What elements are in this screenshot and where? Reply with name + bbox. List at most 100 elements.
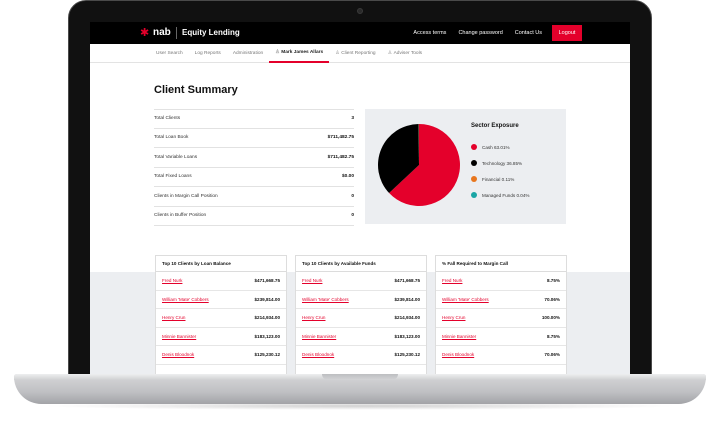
client-link[interactable]: Fred Nurk bbox=[302, 278, 323, 284]
client-link[interactable]: William 'Mate' Cobbers bbox=[302, 296, 349, 302]
client-link[interactable]: Denis Bloodnok bbox=[302, 352, 335, 358]
client-value: $183,123.00 bbox=[394, 333, 420, 339]
client-value: 70.06% bbox=[544, 352, 560, 358]
sector-pie-chart bbox=[378, 124, 460, 206]
product-name: Equity Lending bbox=[182, 28, 240, 37]
nav-label: Administration bbox=[232, 51, 264, 56]
list-item: Minnie Bannister $183,123.00 bbox=[156, 328, 286, 346]
brand-logo[interactable]: nab bbox=[153, 27, 171, 38]
client-value: $214,934.00 bbox=[254, 315, 280, 321]
change-password-link[interactable]: Change password bbox=[458, 30, 503, 36]
pie-slice-0 bbox=[389, 124, 460, 206]
laptop-notch bbox=[322, 374, 398, 380]
client-link[interactable]: Minnie Bannister bbox=[162, 333, 197, 339]
summary-label: Total Loan Book bbox=[154, 135, 189, 141]
card-title: % Fall Required to Margin Call bbox=[436, 256, 566, 272]
nav-user-search[interactable]: User Search bbox=[150, 44, 189, 63]
summary-value: $711,482.75 bbox=[327, 154, 354, 160]
client-link[interactable]: Henry Crun bbox=[442, 315, 466, 321]
legend-dot bbox=[471, 160, 477, 166]
summary-row: Clients in Margin Call Position 0 bbox=[154, 187, 354, 207]
nab-star-icon: ✱ bbox=[140, 27, 150, 39]
nav-adviser-tools[interactable]: ♙ Adviser Tools bbox=[382, 44, 428, 63]
client-value: $471,668.75 bbox=[254, 278, 280, 284]
person-icon: ♙ bbox=[387, 50, 393, 56]
summary-row: Total Variable Loans $711,482.75 bbox=[154, 148, 354, 168]
client-value: $471,668.75 bbox=[394, 278, 420, 284]
client-link[interactable]: Henry Crun bbox=[162, 315, 186, 321]
client-link[interactable]: Denis Bloodnok bbox=[162, 352, 195, 358]
top-bar: ✱ nab Equity Lending Access terms Change… bbox=[90, 22, 630, 44]
screen: ✱ nab Equity Lending Access terms Change… bbox=[90, 22, 630, 377]
sector-exposure-card: Sector Exposure Cash 63.01% Technology 3… bbox=[365, 109, 566, 224]
client-value: $125,230.12 bbox=[394, 352, 420, 358]
nav-client-reporting[interactable]: ♙ Client Reporting bbox=[329, 44, 381, 63]
person-icon: ♙ bbox=[275, 49, 280, 55]
nav-label: Client Reporting bbox=[341, 51, 376, 56]
summary-label: Total Fixed Loans bbox=[154, 174, 192, 180]
client-link[interactable]: Fred Nurk bbox=[442, 278, 463, 284]
legend-label: Cash 63.01% bbox=[482, 144, 510, 150]
summary-label: Total Variable Loans bbox=[154, 154, 198, 160]
client-value: 8.75% bbox=[546, 278, 560, 284]
list-item: Denis Bloodnok 70.06% bbox=[436, 346, 566, 365]
client-link[interactable]: William 'Mate' Cobbers bbox=[162, 296, 209, 302]
summary-value: $0.00 bbox=[341, 174, 354, 180]
legend-item-financial: Financial 0.11% bbox=[471, 171, 530, 187]
client-link[interactable]: Minnie Bannister bbox=[302, 333, 337, 339]
client-link[interactable]: William 'Mate' Cobbers bbox=[442, 296, 489, 302]
legend-item-technology: Technology 36.85% bbox=[471, 155, 530, 171]
client-link[interactable]: Henry Crun bbox=[302, 315, 326, 321]
contact-us-link[interactable]: Contact Us bbox=[514, 30, 542, 36]
summary-value: 0 bbox=[351, 213, 354, 219]
summary-value: 0 bbox=[351, 193, 354, 199]
sector-title: Sector Exposure bbox=[471, 123, 519, 129]
nav-label: Adviser Tools bbox=[393, 51, 423, 56]
card-loan-balance: Top 10 Clients by Loan Balance Fred Nurk… bbox=[156, 256, 286, 377]
client-value: 100.00% bbox=[541, 315, 560, 321]
client-link[interactable]: Fred Nurk bbox=[162, 278, 183, 284]
list-item: Minnie Bannister $183,123.00 bbox=[296, 328, 426, 346]
nav-label: User Search bbox=[156, 51, 183, 56]
client-value: $214,934.00 bbox=[394, 315, 420, 321]
list-item: William 'Mate' Cobbers $239,814.00 bbox=[296, 291, 426, 309]
client-value: $183,123.00 bbox=[254, 333, 280, 339]
legend-item-cash: Cash 63.01% bbox=[471, 139, 530, 155]
camera-icon bbox=[357, 8, 363, 14]
summary-table: Total Clients 3 Total Loan Book $711,482.7… bbox=[154, 109, 354, 226]
access-terms-link[interactable]: Access terms bbox=[413, 30, 447, 36]
sub-navigation: User Search Log Reports Administration ♙… bbox=[90, 44, 630, 63]
list-item: Henry Crun $214,934.00 bbox=[296, 309, 426, 328]
card-available-funds: Top 10 Clients by Available Funds Fred N… bbox=[296, 256, 426, 377]
legend-dot bbox=[471, 192, 477, 198]
nav-administration[interactable]: Administration bbox=[227, 44, 269, 63]
client-value: $239,814.00 bbox=[254, 296, 280, 302]
list-item: Henry Crun $214,934.00 bbox=[156, 309, 286, 328]
client-value: 8.75% bbox=[546, 333, 560, 339]
nav-log-reports[interactable]: Log Reports bbox=[189, 44, 227, 63]
summary-label: Clients in Buffer Position bbox=[154, 213, 207, 219]
list-item: Denis Bloodnok $125,230.12 bbox=[296, 346, 426, 365]
list-item: Fred Nurk $471,668.75 bbox=[296, 272, 426, 291]
list-item: Minnie Bannister 8.75% bbox=[436, 328, 566, 346]
client-link[interactable]: Denis Bloodnok bbox=[442, 352, 475, 358]
summary-row: Clients in Buffer Position 0 bbox=[154, 207, 354, 226]
nav-label: Log Reports bbox=[194, 51, 221, 56]
client-link[interactable]: Minnie Bannister bbox=[442, 333, 477, 339]
logout-button[interactable]: Logout bbox=[552, 25, 582, 41]
summary-value: $711,482.75 bbox=[327, 135, 354, 141]
legend-dot bbox=[471, 176, 477, 182]
summary-row: Total Fixed Loans $0.00 bbox=[154, 168, 354, 187]
summary-row: Total Loan Book $711,482.75 bbox=[154, 129, 354, 148]
pie-slice-1 bbox=[378, 124, 419, 194]
sector-legend: Cash 63.01% Technology 36.85% Financial … bbox=[471, 139, 530, 203]
nav-current-user[interactable]: ♙ Mark James Allars bbox=[269, 44, 330, 63]
list-item: William 'Mate' Cobbers $239,814.00 bbox=[156, 291, 286, 309]
list-item: Fred Nurk $471,668.75 bbox=[156, 272, 286, 291]
card-title: Top 10 Clients by Available Funds bbox=[296, 256, 426, 272]
legend-label: Financial 0.11% bbox=[482, 176, 515, 182]
logo-divider bbox=[176, 27, 177, 39]
person-icon: ♙ bbox=[335, 50, 340, 56]
list-item: Fred Nurk 8.75% bbox=[436, 272, 566, 291]
